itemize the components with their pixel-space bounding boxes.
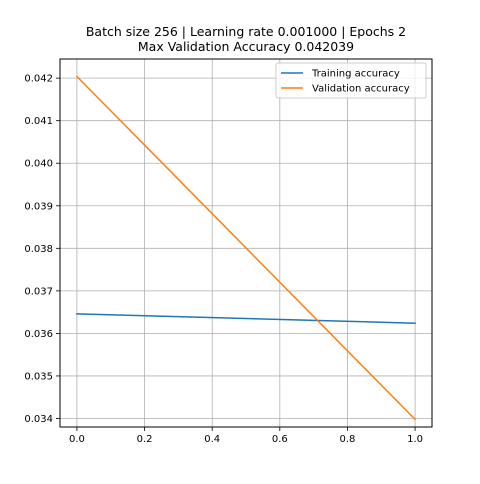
- series-lines: [75, 75, 417, 421]
- validation-accuracy-line: [75, 75, 417, 421]
- legend-label-validation: Validation accuracy: [312, 84, 410, 95]
- y-tick-label: 0.035: [24, 371, 53, 382]
- chart-title: Batch size 256 | Learning rate 0.001000 …: [86, 24, 406, 39]
- y-tick-label: 0.038: [24, 244, 53, 255]
- x-tick-label: 0.2: [137, 434, 153, 445]
- y-axis: 0.034 0.035 0.036 0.037 0.038 0.039 0.040 0.041…: [24, 74, 60, 425]
- y-tick-label: 0.039: [24, 201, 53, 212]
- y-tick-label: 0.037: [24, 286, 53, 297]
- training-accuracy-line: [76, 313, 416, 324]
- y-tick-label: 0.040: [24, 159, 53, 170]
- y-tick-label: 0.036: [24, 329, 53, 340]
- x-tick-label: 0.4: [204, 434, 220, 445]
- plot-frame: [59, 58, 433, 428]
- legend: Training accuracy Validation accuracy: [275, 62, 427, 99]
- legend-label-training: Training accuracy: [311, 69, 400, 80]
- x-tick-label: 1.0: [407, 434, 423, 445]
- y-tick-label: 0.041: [24, 116, 53, 127]
- legend-box: [275, 62, 427, 99]
- x-tick-label: 0.0: [69, 434, 85, 445]
- x-tick-label: 0.6: [272, 434, 288, 445]
- y-tick-label: 0.042: [24, 74, 53, 85]
- chart-subtitle: Max Validation Accuracy 0.042039: [138, 39, 354, 54]
- y-tick-label: 0.034: [24, 414, 53, 425]
- x-axis: 0.0 0.2 0.4 0.6 0.8 1.0: [69, 427, 423, 445]
- x-tick-label: 0.8: [340, 434, 356, 445]
